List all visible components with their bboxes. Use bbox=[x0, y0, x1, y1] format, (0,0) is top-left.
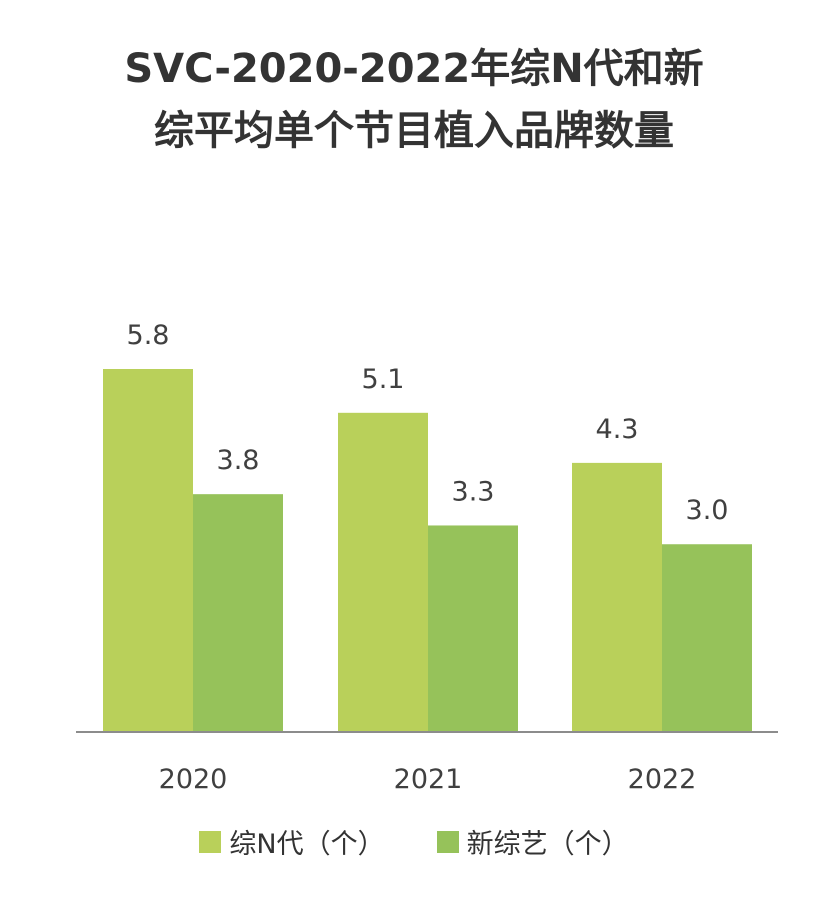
bar-2021-series-2 bbox=[428, 525, 518, 732]
legend-label-series-1: 综N代（个） bbox=[229, 829, 385, 860]
x-tick-label-2021: 2021 bbox=[394, 764, 463, 795]
data-label-2022-series-2: 3.0 bbox=[686, 495, 729, 526]
data-label-2022-series-1: 4.3 bbox=[596, 414, 639, 445]
legend: 综N代（个） 新综艺（个） bbox=[0, 822, 828, 861]
x-tick-label-2020: 2020 bbox=[159, 764, 228, 795]
legend-label-series-2: 新综艺（个） bbox=[466, 829, 629, 860]
chart-title-line-1: SVC-2020-2022年综N代和新 bbox=[124, 46, 704, 92]
chart-title: SVC-2020-2022年综N代和新 综平均单个节目植入品牌数量 bbox=[0, 38, 828, 162]
legend-swatch-series-2 bbox=[436, 830, 459, 853]
bar-2020-series-1 bbox=[103, 369, 193, 732]
bar-2022-series-2 bbox=[662, 544, 752, 732]
data-label-2020-series-1: 5.8 bbox=[127, 320, 170, 351]
x-tick-label-2022: 2022 bbox=[628, 764, 697, 795]
chart-title-line-2: 综平均单个节目植入品牌数量 bbox=[154, 108, 674, 154]
bar-2022-series-1 bbox=[572, 462, 662, 732]
legend-swatch-series-1 bbox=[199, 830, 222, 853]
data-label-2021-series-1: 5.1 bbox=[362, 364, 405, 395]
data-label-2021-series-2: 3.3 bbox=[452, 476, 495, 507]
legend-item-series-1: 综N代（个） bbox=[199, 822, 385, 861]
legend-item-series-2: 新综艺（个） bbox=[436, 822, 629, 861]
bar-2021-series-1 bbox=[338, 412, 428, 732]
bar-2020-series-2 bbox=[193, 494, 283, 732]
data-label-2020-series-2: 3.8 bbox=[217, 445, 260, 476]
